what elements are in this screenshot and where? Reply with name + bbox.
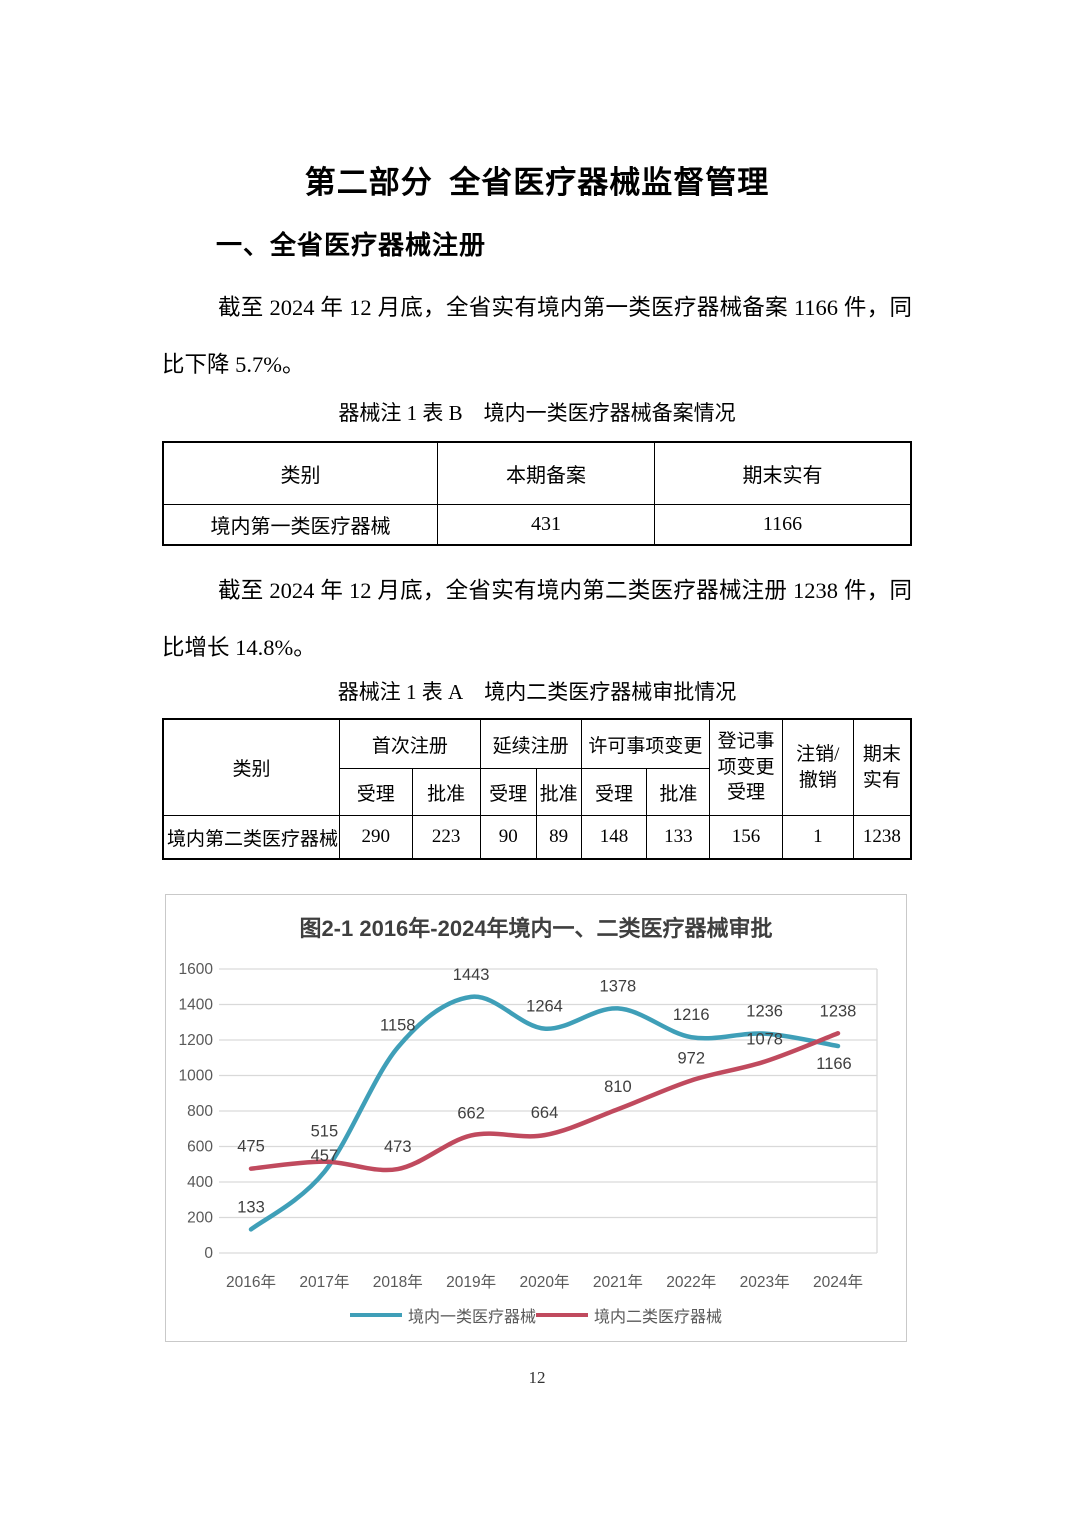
- table-a-header-license-change: 许可事项变更: [580, 718, 711, 769]
- table-a-subheader-accepted-3: 受理: [580, 768, 648, 816]
- data-label: 1158: [380, 1016, 415, 1034]
- y-axis-tick-label: 800: [187, 1103, 213, 1120]
- data-label: 1264: [526, 998, 563, 1016]
- table-b-header-row: 类别 本期备案 期末实有: [162, 441, 912, 505]
- table-row: 境内第二类医疗器械 290 223 90 89 148 133 156 1 12…: [162, 815, 912, 860]
- section-heading: 一、全省医疗器械注册: [216, 230, 487, 260]
- table-a-header-row-1: 类别 首次注册 延续注册 许可事项变更 登记事 项变更 受理 注销/ 撤销 期末…: [162, 718, 912, 816]
- series-line-0: [248, 994, 841, 1232]
- table-a-caption: 器械注 1 表 A 境内二类医疗器械审批情况: [337, 680, 737, 704]
- x-axis-tick-label: 2024年: [813, 1273, 863, 1291]
- data-label: 664: [531, 1104, 559, 1122]
- y-axis-tick-label: 1000: [179, 1068, 214, 1085]
- table-a-header-first-registration: 首次注册: [339, 718, 481, 769]
- paragraph-second-class: 截至 2024 年 12 月底，全省实有境内第二类医疗器械注册 1238 件，同…: [162, 578, 912, 660]
- page-number: 12: [528, 1368, 546, 1387]
- x-axis-tick-label: 2021年: [593, 1273, 643, 1291]
- y-axis-tick-label: 200: [187, 1210, 213, 1227]
- data-label: 1378: [600, 977, 637, 995]
- legend-item: 境内一类医疗器械: [349, 1303, 536, 1327]
- chart-figure: 图2-1 2016年-2024年境内一、二类医疗器械审批 0 200 400 600 8…: [165, 894, 907, 1342]
- paragraph-first-class: 截至 2024 年 12 月底，全省实有境内第一类医疗器械备案 1166 件，同…: [162, 295, 912, 377]
- data-label: 662: [457, 1104, 485, 1122]
- table-a-cell-category: 境内第二类医疗器械: [162, 815, 341, 860]
- y-axis-tick-label: 600: [187, 1139, 213, 1156]
- table-a-cell: 90: [479, 815, 537, 860]
- table-b-first-class-record: 类别 本期备案 期末实有 境内第一类医疗器械 431 1166: [162, 441, 912, 546]
- legend-line-swatch: [349, 1312, 402, 1318]
- data-label: 515: [311, 1123, 339, 1141]
- table-b-cell-category: 境内第一类医疗器械: [162, 504, 439, 546]
- table-a-header-cancel: 注销/ 撤销: [781, 718, 854, 816]
- data-label: 1443: [453, 966, 490, 984]
- table-a-cell: 148: [580, 815, 648, 860]
- data-label: 972: [677, 1049, 705, 1067]
- data-label: 1216: [673, 1006, 710, 1024]
- table-b-header-current-record: 本期备案: [437, 441, 655, 505]
- table-b-header-category: 类别: [162, 441, 439, 505]
- table-a-header-category: 类别: [162, 718, 341, 816]
- y-axis-tick-label: 0: [204, 1245, 213, 1262]
- table-a-cell: 1238: [852, 815, 912, 860]
- table-a-header-record-change: 登记事 项变更 受理: [709, 718, 783, 816]
- legend-label: 境内二类医疗器械: [594, 1309, 723, 1326]
- table-a-subheader-accepted-2: 受理: [479, 768, 537, 816]
- x-axis-tick-label: 2022年: [666, 1273, 716, 1291]
- table-b-cell-current-record: 431: [437, 504, 655, 546]
- page-content: 第二部分 全省医疗器械监督管理 一、全省医疗器械注册 截至 2024 年 12 …: [162, 165, 912, 1387]
- table-a-second-class-approval: 类别 首次注册 延续注册 许可事项变更 登记事 项变更 受理 注销/ 撤销 期末…: [162, 718, 912, 860]
- data-label: 1166: [816, 1055, 851, 1073]
- table-a-subheader-approved-3: 批准: [646, 768, 711, 816]
- table-a-subheader-approved-2: 批准: [535, 768, 582, 816]
- legend-label: 境内一类医疗器械: [407, 1309, 536, 1326]
- table-a-cell: 290: [339, 815, 413, 860]
- table-row: 境内第一类医疗器械 431 1166: [162, 504, 912, 546]
- table-b-cell-period-end: 1166: [653, 504, 912, 546]
- table-a-cell: 156: [709, 815, 783, 860]
- x-axis-tick-label: 2023年: [740, 1273, 790, 1291]
- data-label: 1238: [820, 1002, 857, 1020]
- chart-title: 图2-1 2016年-2024年境内一、二类医疗器械审批: [299, 916, 773, 941]
- table-a-header-renewal-registration: 延续注册: [479, 718, 582, 769]
- x-axis-tick-label: 2019年: [446, 1273, 496, 1291]
- chart-legend: 境内一类医疗器械 境内二类医疗器械: [166, 1293, 906, 1337]
- data-label: 810: [604, 1078, 632, 1096]
- data-label: 475: [237, 1138, 265, 1156]
- data-label: 1236: [746, 1003, 783, 1021]
- x-axis-tick-label: 2020年: [520, 1273, 570, 1291]
- table-a-header-period-end: 期末 实有: [852, 718, 912, 816]
- table-a-subheader-approved-1: 批准: [411, 768, 481, 816]
- table-b-header-period-end: 期末实有: [653, 441, 912, 505]
- x-axis-tick-label: 2017年: [299, 1273, 349, 1291]
- y-axis-tick-label: 400: [187, 1174, 213, 1191]
- page-title: 第二部分 全省医疗器械监督管理: [304, 165, 770, 200]
- table-a-subheader-accepted-1: 受理: [339, 768, 413, 816]
- series-line-1: [248, 1031, 841, 1173]
- x-axis-tick-label: 2018年: [373, 1273, 423, 1291]
- table-a-cell: 89: [535, 815, 582, 860]
- data-label: 1078: [746, 1031, 783, 1049]
- table-a-cell: 1: [781, 815, 854, 860]
- line-chart: 0 200 400 600 800 1000 1200 1400 1600 2016年 2017年 2…: [179, 961, 878, 1291]
- y-axis-tick-label: 1400: [179, 997, 214, 1014]
- legend-item: 境内二类医疗器械: [536, 1303, 722, 1327]
- data-label: 473: [384, 1138, 412, 1156]
- y-axis-tick-label: 1200: [179, 1032, 214, 1049]
- y-axis-tick-label: 1600: [179, 961, 214, 978]
- table-a-header-row-2: 受理 批准 受理 批准 受理 批准: [163, 768, 911, 816]
- data-label: 457: [311, 1147, 339, 1165]
- data-label: 133: [237, 1198, 265, 1216]
- table-a-cell: 223: [411, 815, 481, 860]
- legend-line-swatch: [536, 1312, 588, 1318]
- table-a-cell: 133: [646, 815, 711, 860]
- table-b-caption: 器械注 1 表 B 境内一类医疗器械备案情况: [338, 401, 736, 425]
- x-axis-tick-label: 2016年: [226, 1273, 276, 1291]
